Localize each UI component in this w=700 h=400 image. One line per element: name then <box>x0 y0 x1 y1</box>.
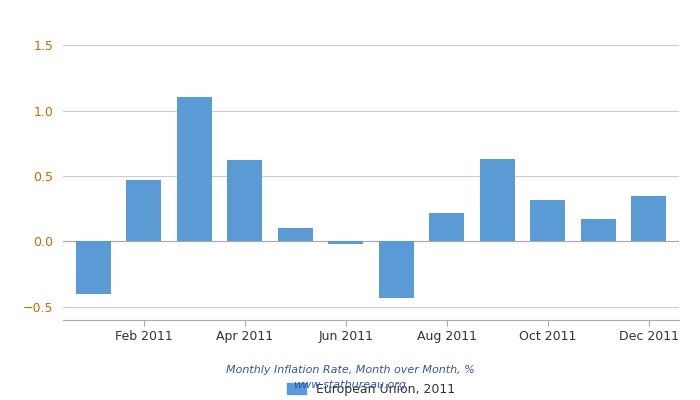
Bar <box>631 196 666 242</box>
Bar <box>76 242 111 294</box>
Bar <box>278 228 313 242</box>
Bar <box>429 213 464 242</box>
Legend: European Union, 2011: European Union, 2011 <box>282 378 460 400</box>
Text: Monthly Inflation Rate, Month over Month, %: Monthly Inflation Rate, Month over Month… <box>225 365 475 375</box>
Text: www.statbureau.org: www.statbureau.org <box>293 380 407 390</box>
Bar <box>580 219 616 242</box>
Bar <box>379 242 414 298</box>
Bar <box>126 180 162 242</box>
Bar <box>176 98 212 242</box>
Bar <box>480 159 515 242</box>
Bar <box>530 200 566 242</box>
Bar <box>328 242 363 244</box>
Bar <box>227 160 262 242</box>
